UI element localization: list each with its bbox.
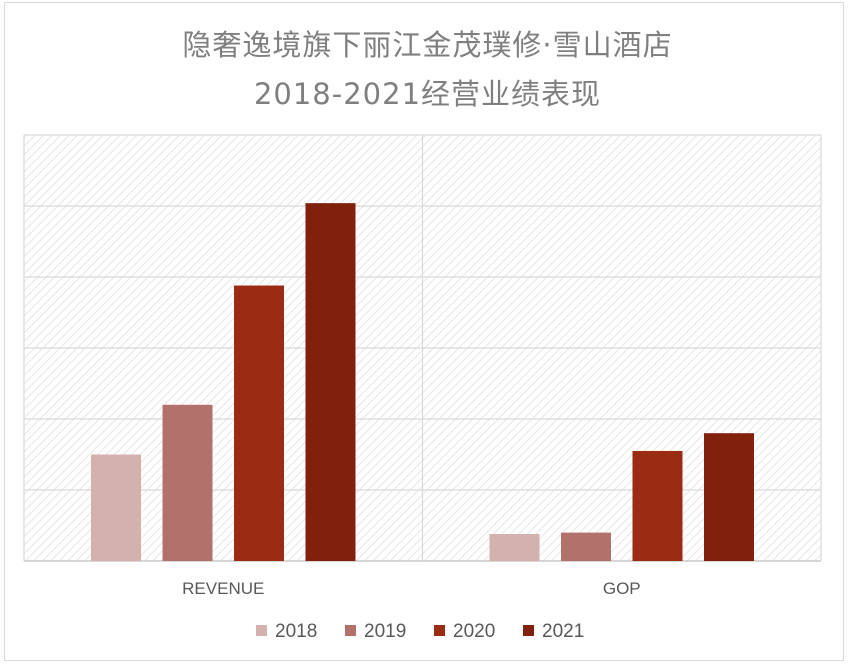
bar-revenue-2020 <box>234 285 284 561</box>
bar-gop-2021 <box>704 433 754 561</box>
bar-gop-2018 <box>489 534 540 561</box>
legend-label-2018: 2018 <box>275 621 317 642</box>
legend-swatch-2021 <box>523 625 534 636</box>
bar-revenue-2021 <box>305 203 356 561</box>
legend-swatch-2019 <box>345 625 356 636</box>
bar-gop-2020 <box>632 450 683 561</box>
x-tick-label-revenue: REVENUE <box>182 579 264 598</box>
bar-revenue-2018 <box>91 454 141 561</box>
legend-label-2021: 2021 <box>542 621 584 642</box>
legend-label-2020: 2020 <box>453 621 495 642</box>
bar-revenue-2019 <box>162 404 213 561</box>
chart-title-line-1: 隐奢逸境旗下丽江金茂璞修·雪山酒店 <box>182 28 673 62</box>
chart-title-line-2: 2018-2021经营业绩表现 <box>253 77 602 111</box>
x-tick-label-gop: GOP <box>603 579 641 598</box>
legend-swatch-2020 <box>434 625 445 636</box>
bar-gop-2019 <box>561 532 611 561</box>
legend-swatch-2018 <box>256 625 267 636</box>
legend-label-2019: 2019 <box>364 621 406 642</box>
